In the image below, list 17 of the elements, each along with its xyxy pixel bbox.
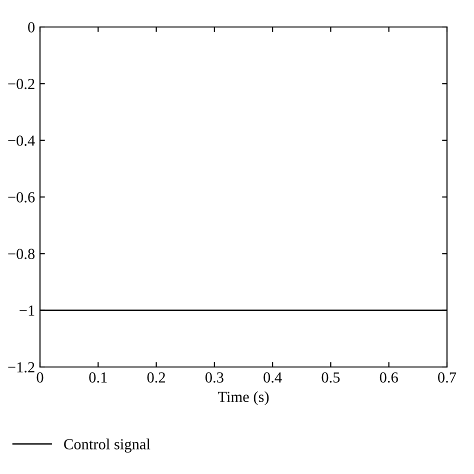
y-tick-label: −0.8 xyxy=(8,248,35,260)
x-tick-label: 0.1 xyxy=(89,372,107,383)
x-tick-label: 0.3 xyxy=(205,372,224,383)
y-tick-label: −1 xyxy=(20,306,34,316)
y-tick-label: −1.2 xyxy=(8,362,34,373)
x-tick-label: 0.2 xyxy=(147,372,165,383)
y-tick-label: −0.2 xyxy=(8,78,34,90)
x-tick-label: 0.6 xyxy=(380,372,398,383)
x-tick-label: 0.7 xyxy=(438,372,456,383)
legend-label: Control signal xyxy=(64,438,150,453)
x-tick-label: 0.5 xyxy=(322,372,340,383)
y-tick-label: 0 xyxy=(28,22,35,32)
x-tick-label: 0.4 xyxy=(264,372,282,383)
y-tick-label: −0.4 xyxy=(8,135,35,146)
x-tick-label: 0 xyxy=(36,372,44,383)
x-axis-title: Time (s) xyxy=(218,391,269,406)
y-tick-label: −0.6 xyxy=(8,192,35,203)
